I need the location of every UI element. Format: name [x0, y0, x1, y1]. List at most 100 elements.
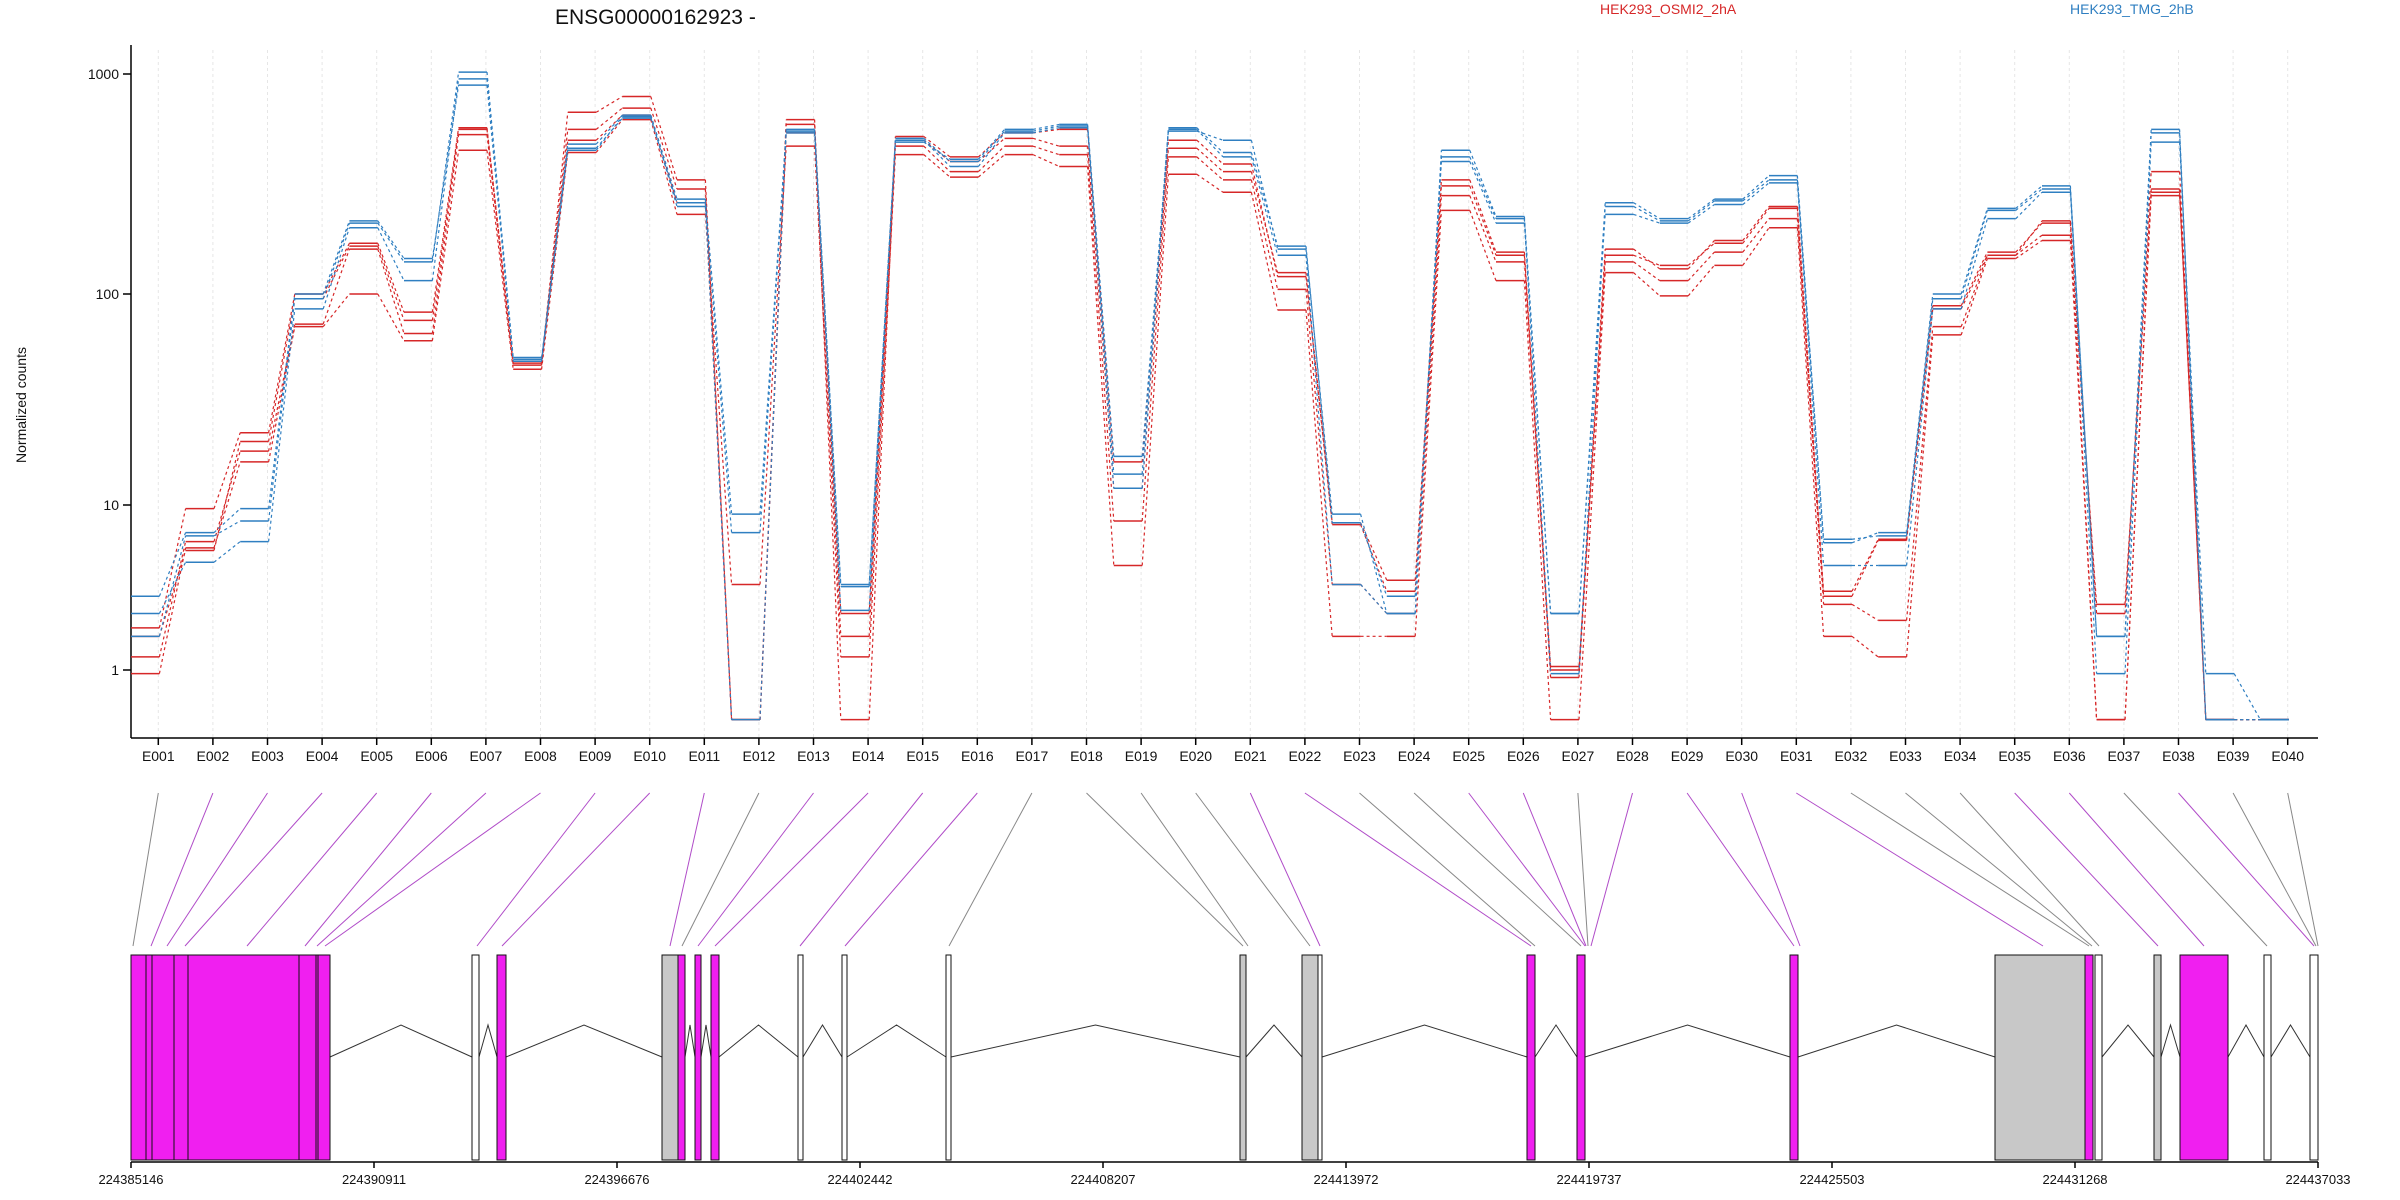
exon-connector	[669, 792, 705, 947]
exon-box	[496, 954, 507, 1161]
x-tick-label: E028	[1616, 748, 1649, 764]
x-tick-label: E013	[797, 748, 830, 764]
x-tick-label: E005	[360, 748, 393, 764]
x-tick-label: E021	[1234, 748, 1267, 764]
exon-connector	[2068, 792, 2205, 947]
x-tick-label: E006	[415, 748, 448, 764]
series-lines	[131, 71, 2289, 721]
exon-connector	[501, 792, 651, 947]
genomic-tick-label: 224425503	[1799, 1172, 1864, 1187]
genomic-tick-label: 224413972	[1313, 1172, 1378, 1187]
genomic-tick-label: 224408207	[1070, 1172, 1135, 1187]
exon-connector	[150, 792, 214, 947]
exon-connector	[324, 792, 541, 947]
series-connector-line	[158, 85, 2261, 721]
x-tick-label: E011	[688, 748, 720, 764]
exon-connector	[132, 792, 159, 947]
series	[131, 107, 2289, 721]
exon-connector	[1959, 792, 2100, 947]
exon-connector	[681, 792, 760, 947]
series	[131, 71, 2289, 721]
exon-box	[1301, 954, 1319, 1161]
x-tick-label: E037	[2108, 748, 2141, 764]
gene-model	[130, 954, 2319, 1161]
x-tick-label: E036	[2053, 748, 2086, 764]
x-tick-label: E020	[1179, 748, 1212, 764]
exon-connector	[2232, 792, 2317, 947]
exon-connector	[1850, 792, 2090, 947]
exon-box	[2309, 954, 2319, 1161]
exon-connector	[2123, 792, 2268, 947]
x-tick-label: E039	[2217, 748, 2250, 764]
series-connector-line	[158, 96, 2261, 721]
genomic-tick-label: 224385146	[98, 1172, 163, 1187]
exon-box	[661, 954, 679, 1161]
genomic-tick-label: 224402442	[827, 1172, 892, 1187]
y-axis: 1 10 100 1000	[88, 45, 132, 738]
exon-connector	[1741, 792, 1801, 947]
x-tick-label: E015	[906, 748, 939, 764]
exon-connector	[304, 792, 432, 947]
exon-connector	[1686, 792, 1795, 947]
exon-connector	[799, 792, 924, 947]
y-tick-label: 1000	[88, 66, 119, 82]
x-tick-label: E009	[579, 748, 612, 764]
x-tick-label: E007	[470, 748, 503, 764]
exon-connector	[948, 792, 1033, 947]
genomic-tick-label: 224396676	[584, 1172, 649, 1187]
y-axis-label: Normalized counts	[13, 347, 29, 463]
exon-box	[797, 954, 804, 1161]
series-connector-line	[158, 78, 2261, 720]
x-tick-label: E010	[633, 748, 666, 764]
exon-box	[2179, 954, 2229, 1161]
x-tick-label: E004	[306, 748, 339, 764]
series	[131, 118, 2289, 721]
series-connector-line	[158, 72, 2261, 721]
x-tick-label: E008	[524, 748, 557, 764]
series-connector-line	[158, 107, 2261, 721]
legend-entry-osmi2: HEK293_OSMI2_2hA	[1600, 1, 1737, 17]
x-tick-label: E025	[1452, 748, 1485, 764]
exon-box	[2094, 954, 2103, 1161]
vertical-gridlines	[157, 50, 2289, 738]
exon-box	[694, 954, 702, 1161]
x-tick-label: E030	[1725, 748, 1758, 764]
x-tick-label: E002	[197, 748, 230, 764]
exon-box	[677, 954, 686, 1161]
exon-box	[2084, 954, 2094, 1161]
exon-connector	[1304, 792, 1532, 947]
x-tick-label: E029	[1671, 748, 1704, 764]
exon-connector	[476, 792, 596, 947]
exon-connector	[246, 792, 378, 947]
exon-connectors	[132, 792, 2319, 947]
x-tick-label: E031	[1780, 748, 1813, 764]
exon-box	[710, 954, 720, 1161]
x-tick-label: E022	[1289, 748, 1322, 764]
exon-box	[1994, 954, 2086, 1161]
exon-connector	[2178, 792, 2315, 947]
exon-connector	[316, 792, 487, 947]
chart-title: ENSG00000162923 -	[555, 6, 756, 29]
series-connector-line	[158, 119, 2261, 721]
exon-connector	[714, 792, 869, 947]
exon-connector	[1086, 792, 1244, 947]
x-tick-label: E003	[251, 748, 284, 764]
exon-connector	[1522, 792, 1587, 947]
exon-connector	[844, 792, 978, 947]
genomic-axis: 224385146 224390911 224396676 224402442 2244…	[98, 1161, 2351, 1187]
x-tick-label: E024	[1398, 748, 1431, 764]
x-tick-label: E018	[1070, 748, 1103, 764]
x-tick-label: E033	[1889, 748, 1922, 764]
exon-connector	[184, 792, 323, 947]
x-tick-label: E026	[1507, 748, 1540, 764]
exon-connector	[166, 792, 268, 947]
x-tick-label: E017	[1016, 748, 1049, 764]
x-tick-label: E027	[1562, 748, 1595, 764]
exon-connector	[1140, 792, 1249, 947]
x-tick-label: E038	[2162, 748, 2195, 764]
x-tick-label: E040	[2271, 748, 2304, 764]
x-tick-label: E016	[961, 748, 994, 764]
x-tick-label: E001	[142, 748, 175, 764]
exon-connector	[1468, 792, 1586, 947]
